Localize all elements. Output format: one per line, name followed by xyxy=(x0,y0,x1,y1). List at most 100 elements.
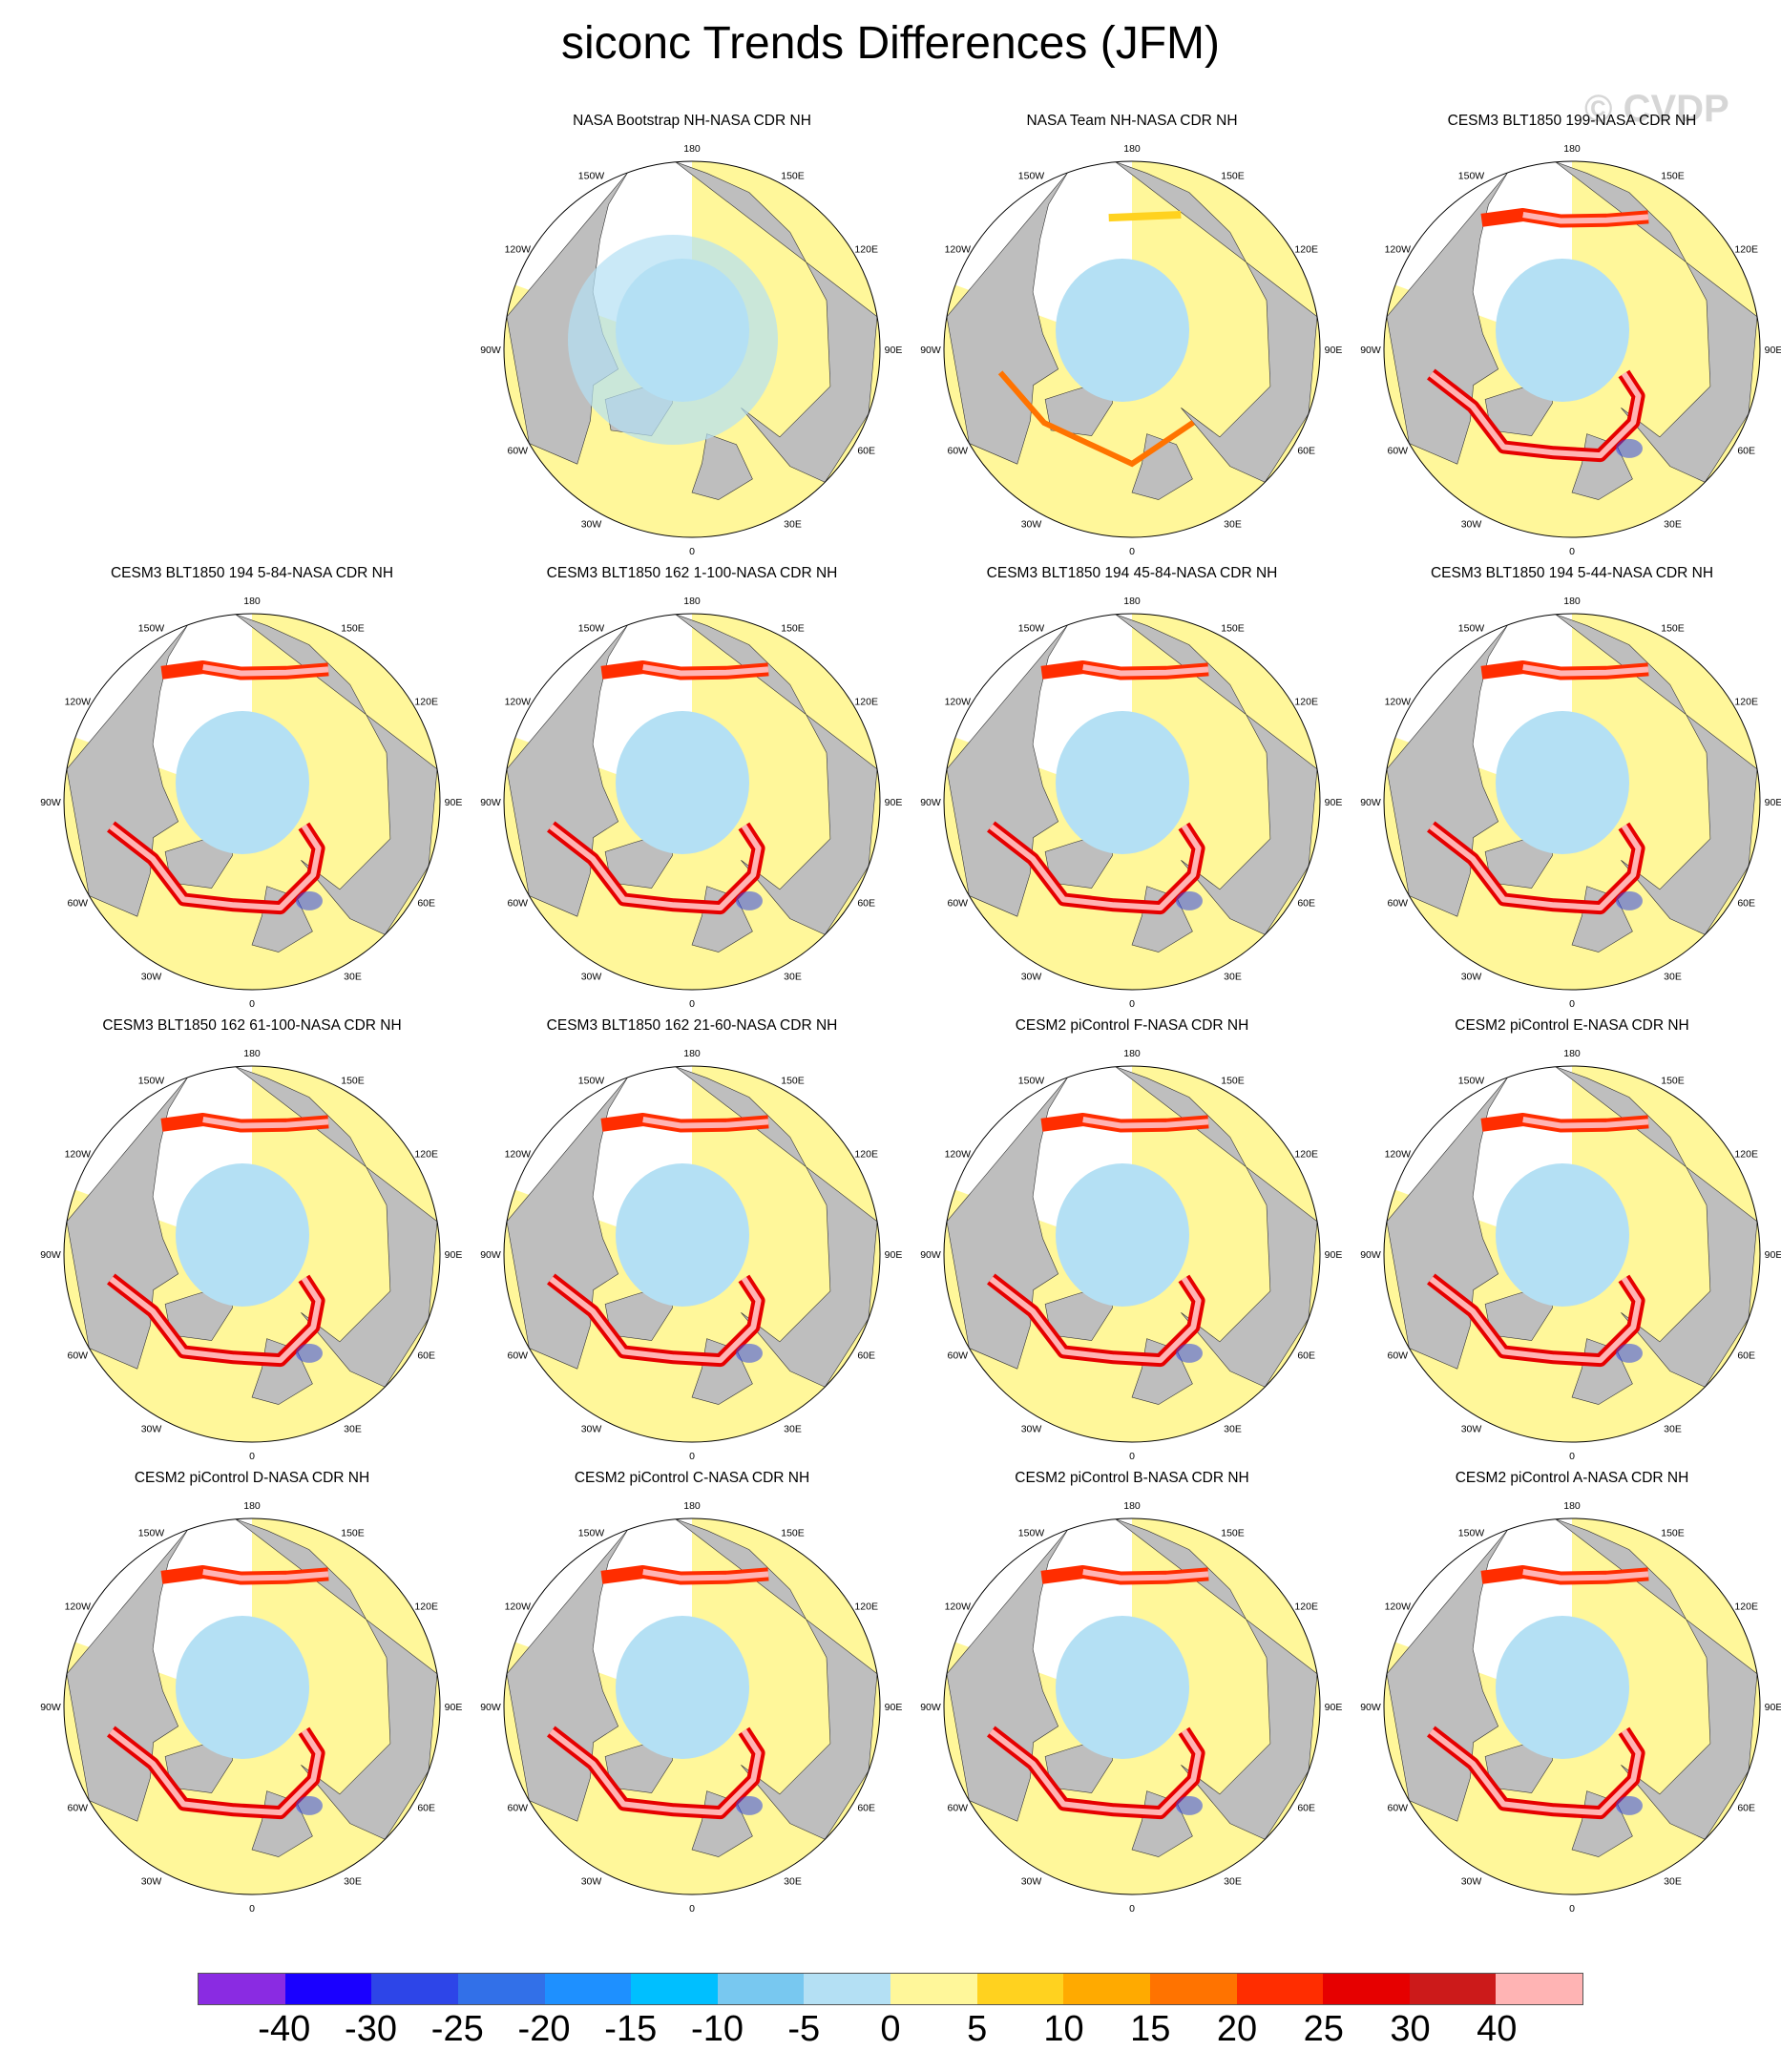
longitude-label: 120E xyxy=(854,1601,878,1613)
polar-map: 0 30E 60E 90E 120E 150E 180 150W 120W 90W 60W 30W xyxy=(1360,1500,1781,1915)
central-arctic-field xyxy=(1056,711,1189,854)
panel-title: NASA Team NH-NASA CDR NH xyxy=(1026,113,1238,129)
longitude-label: 0 xyxy=(689,1903,695,1915)
longitude-label: 150E xyxy=(1221,622,1245,634)
longitude-label: 150W xyxy=(1018,1075,1045,1086)
longitude-label: 60E xyxy=(1737,446,1755,457)
colorbar-tick-label: 40 xyxy=(1477,2009,1518,2049)
longitude-label: 90W xyxy=(920,345,941,356)
map-border xyxy=(503,613,881,991)
longitude-label: 90E xyxy=(1765,797,1781,808)
colorbar-tick-label: 25 xyxy=(1303,2009,1344,2049)
longitude-label: 150W xyxy=(138,1075,165,1086)
longitude-label: 180 xyxy=(1563,143,1581,155)
longitude-label: 150W xyxy=(1018,170,1045,181)
ice-edge-anomaly xyxy=(547,660,769,915)
longitude-label: 30E xyxy=(1664,1876,1682,1888)
map-border xyxy=(943,613,1321,991)
polar-map: 0 30E 60E 90E 120E 150E 180 150W 120W 90W 60W 30W xyxy=(920,1500,1342,1915)
longitude-label: 0 xyxy=(689,1451,695,1462)
longitude-label: 180 xyxy=(1123,1500,1141,1512)
colorbar-tick-label: -40 xyxy=(258,2009,311,2049)
colorbar-swatch xyxy=(544,1974,632,2004)
colorbar-tick-label: 15 xyxy=(1130,2009,1171,2049)
longitude-label: 60W xyxy=(948,1803,969,1814)
longitude-label: 30W xyxy=(581,972,602,983)
colorbar-swatch xyxy=(457,1974,545,2004)
longitude-label: 90W xyxy=(480,1702,501,1713)
map-panel: CESM3 BLT1850 194 45-84-NASA CDR NH 0 30E 6… xyxy=(920,565,1343,1010)
polar-map: 0 30E 60E 90E 120E 150E 180 150W 120W 90W 60W 30W xyxy=(480,1500,903,1915)
ice-edge-anomaly xyxy=(547,1113,769,1368)
longitude-label: 60E xyxy=(417,1350,435,1362)
longitude-label: 60E xyxy=(1737,1803,1755,1814)
longitude-label: 150W xyxy=(1458,170,1485,181)
longitude-label: 120W xyxy=(1385,244,1412,256)
polar-map: 0 30E 60E 90E 120E 150E 180 150W 120W 90W 60W 30W xyxy=(480,143,902,557)
longitude-label: 30W xyxy=(1021,519,1042,531)
longitude-label: 180 xyxy=(683,143,701,155)
longitude-label: 180 xyxy=(1123,1048,1141,1059)
map-panel: CESM2 piControl E-NASA CDR NH 0 30E 60E 90E 1… xyxy=(1360,1017,1781,1462)
land-mass xyxy=(691,433,753,500)
panel-title: CESM2 piControl F-NASA CDR NH xyxy=(1015,1017,1249,1034)
longitude-label: 150W xyxy=(138,622,165,634)
longitude-label: 30E xyxy=(344,1424,362,1435)
polar-map: 0 30E 60E 90E 120E 150E 180 150W 120W 90W 60W 30W xyxy=(40,596,462,1010)
longitude-label: 30E xyxy=(1224,1876,1242,1888)
longitude-label: 90E xyxy=(1325,1249,1343,1261)
panel-title: CESM2 piControl C-NASA CDR NH xyxy=(574,1470,810,1486)
longitude-label: 150W xyxy=(1018,622,1045,634)
longitude-label: 120E xyxy=(1294,697,1318,708)
map-border xyxy=(503,160,881,538)
colorbar-swatch xyxy=(1149,1974,1237,2004)
longitude-label: 60E xyxy=(417,898,435,910)
panel-title: CESM2 piControl B-NASA CDR NH xyxy=(1015,1470,1249,1486)
longitude-label: 60E xyxy=(857,446,875,457)
longitude-label: 30E xyxy=(784,1876,802,1888)
longitude-label: 120W xyxy=(945,1149,972,1161)
colorbar-tick-label: -25 xyxy=(430,2009,484,2049)
longitude-label: 120E xyxy=(1294,244,1318,256)
longitude-label: 30E xyxy=(1224,519,1242,531)
longitude-label: 30W xyxy=(581,519,602,531)
longitude-label: 120E xyxy=(1734,697,1758,708)
ice-edge-anomaly xyxy=(107,1113,329,1368)
central-arctic-field xyxy=(176,711,309,854)
colorbar-swatch xyxy=(1323,1974,1410,2004)
longitude-label: 60W xyxy=(1388,1350,1409,1362)
longitude-label: 90E xyxy=(1765,1702,1781,1713)
panel-title: NASA Bootstrap NH-NASA CDR NH xyxy=(573,113,811,129)
longitude-label: 150E xyxy=(341,1527,365,1538)
longitude-label: 60E xyxy=(1297,1350,1315,1362)
map-border xyxy=(503,1065,881,1443)
longitude-label: 30W xyxy=(1461,1424,1482,1435)
panel-title: CESM2 piControl A-NASA CDR NH xyxy=(1455,1470,1689,1486)
longitude-label: 60E xyxy=(1297,446,1315,457)
longitude-label: 180 xyxy=(683,1500,701,1512)
colorbar-swatch xyxy=(199,1974,285,2004)
longitude-label: 90E xyxy=(1325,797,1343,808)
ice-edge-anomaly xyxy=(107,660,329,915)
longitude-label: 150W xyxy=(578,170,605,181)
polar-map: 0 30E 60E 90E 120E 150E 180 150W 120W 90W 60W 30W xyxy=(480,1048,902,1462)
panel-title: CESM3 BLT1850 194 5-44-NASA CDR NH xyxy=(1430,565,1714,581)
colorbar-swatch xyxy=(1236,1974,1324,2004)
colorbar-swatch xyxy=(631,1974,718,2004)
longitude-label: 60W xyxy=(1388,1803,1409,1814)
longitude-label: 90E xyxy=(885,1702,903,1713)
colorbar-tick-label: 5 xyxy=(967,2009,988,2049)
longitude-label: 60W xyxy=(68,898,89,910)
colorbar-swatch xyxy=(1063,1974,1150,2004)
map-panel: CESM3 BLT1850 194 5-44-NASA CDR NH 0 30E 60… xyxy=(1360,565,1781,1010)
longitude-label: 0 xyxy=(1129,998,1135,1010)
longitude-label: 120W xyxy=(65,1601,92,1613)
longitude-label: 150E xyxy=(341,622,365,634)
panel-title: CESM2 piControl E-NASA CDR NH xyxy=(1455,1017,1689,1034)
ice-edge-anomaly xyxy=(1427,1565,1649,1820)
longitude-label: 180 xyxy=(1563,1500,1581,1512)
central-arctic-field xyxy=(176,1163,309,1307)
longitude-label: 120W xyxy=(65,697,92,708)
longitude-label: 90E xyxy=(1765,345,1781,356)
longitude-label: 60E xyxy=(857,1803,875,1814)
